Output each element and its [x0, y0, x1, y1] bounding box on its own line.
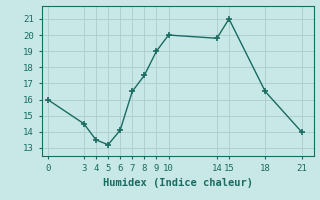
X-axis label: Humidex (Indice chaleur): Humidex (Indice chaleur) [103, 178, 252, 188]
